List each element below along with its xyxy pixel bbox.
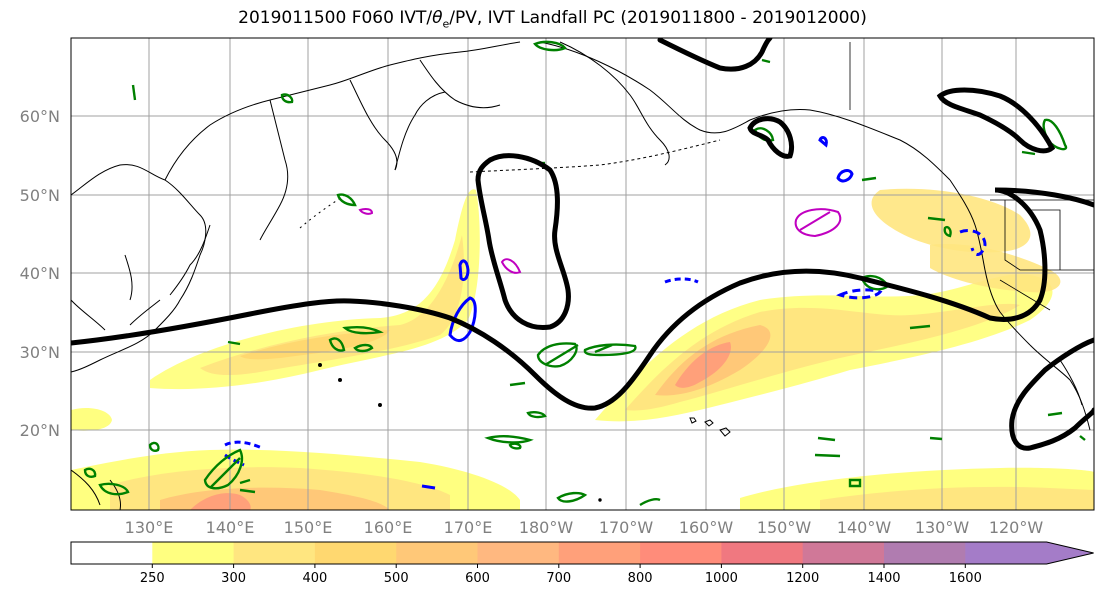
colorbar-tick-label: 1600 [949, 571, 982, 586]
colorbar-tick-label: 250 [140, 571, 165, 586]
lon-label: 140°E [206, 518, 255, 537]
colorbar-segment [396, 542, 478, 564]
colorbar-tick-label: 500 [384, 571, 409, 586]
pc-contours [71, 38, 1094, 451]
graticule [71, 38, 1094, 510]
lon-label: 160°W [679, 518, 734, 537]
colorbar-tick-label: 1000 [705, 571, 738, 586]
colorbar-segment [152, 542, 235, 564]
lat-label: 60°N [20, 107, 60, 126]
lat-label: 30°N [20, 343, 60, 362]
lat-label: 20°N [20, 421, 60, 440]
colorbar-tick-label: 400 [302, 571, 327, 586]
map-title: 2019011500 F060 IVT/θe/PV, IVT Landfall … [238, 8, 867, 31]
colorbar-segment [721, 542, 804, 564]
colorbar-tick-label: 600 [465, 571, 490, 586]
colorbar-tick-label: 1400 [867, 571, 900, 586]
ivt-shading [71, 188, 1094, 510]
colorbar-segment [314, 542, 397, 564]
pv-high-contours [358, 208, 842, 274]
lon-label: 120°W [989, 518, 1044, 537]
lon-label: 150°W [757, 518, 812, 537]
lat-label: 40°N [20, 264, 60, 283]
colorbar-tick-label: 800 [628, 571, 653, 586]
lon-label: 160°E [364, 518, 413, 537]
coastlines [71, 41, 1094, 510]
colorbar-segment [477, 542, 560, 564]
lon-label: 180°W [519, 518, 574, 537]
latitude-labels: 60°N 50°N 40°N 30°N 20°N [20, 107, 60, 440]
lon-label: 170°W [599, 518, 654, 537]
colorbar-segment [884, 542, 966, 564]
colorbar-segment [71, 542, 153, 564]
lon-label: 130°W [915, 518, 970, 537]
lon-label: 170°E [444, 518, 493, 537]
colorbar-tick-label: 1200 [786, 571, 819, 586]
colorbar-segment [640, 542, 722, 564]
lon-label: 140°W [837, 518, 892, 537]
lon-label: 130°E [125, 518, 174, 537]
colorbar-tick-label: 700 [546, 571, 571, 586]
map-area[interactable] [71, 38, 1094, 510]
colorbar-outline [70, 541, 1094, 565]
colorbar-segment [802, 542, 885, 564]
pv-contours [224, 136, 987, 490]
colorbar: 250 300 400 500 600 700 800 1000 1200 1400 1600 [70, 541, 1094, 586]
colorbar-segment [233, 542, 316, 564]
map-frame [70, 37, 1095, 511]
longitude-labels: 130°E 140°E 150°E 160°E 170°E 180°W 170°… [125, 518, 1044, 537]
colorbar-extend-arrow [965, 542, 1094, 564]
colorbar-segment [558, 542, 641, 564]
lon-label: 150°E [284, 518, 333, 537]
colorbar-tick-label: 300 [221, 571, 246, 586]
lat-label: 50°N [20, 186, 60, 205]
